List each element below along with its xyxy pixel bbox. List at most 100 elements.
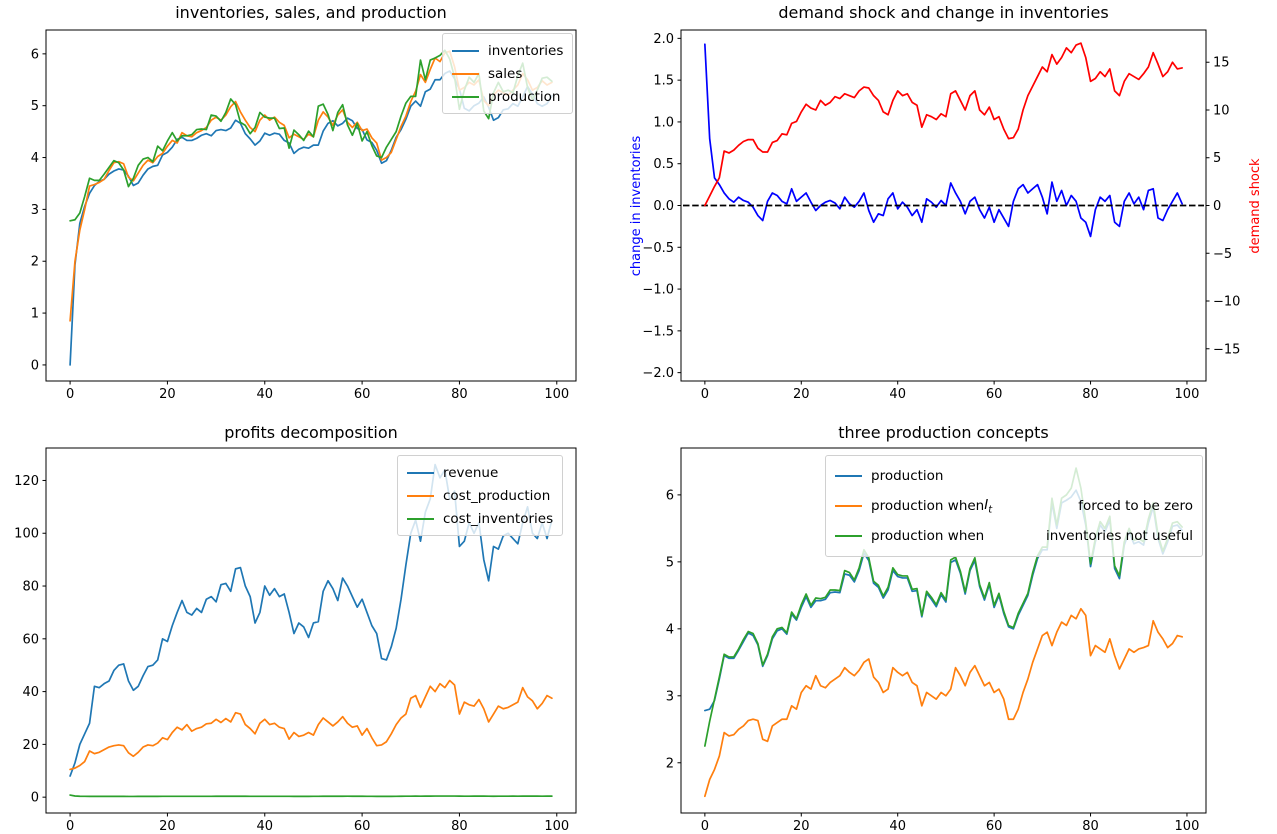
- x-tick-label: 80: [1082, 819, 1099, 834]
- legend-item-production: production: [452, 85, 563, 108]
- x-tick-label: 40: [256, 387, 273, 402]
- y-tick-label: 0.5: [653, 157, 674, 172]
- legend-swatch: [452, 49, 479, 52]
- y-tick-label-right: 10: [1213, 103, 1230, 118]
- x-tick-label: 0: [701, 819, 709, 834]
- y-tick-label: 0: [31, 358, 39, 373]
- legend-label: production when: [871, 528, 985, 544]
- chart-legend: inventories sales production: [442, 33, 574, 114]
- series-line-cost-production: [69, 679, 553, 771]
- y-axis-label-right: demand shock: [1248, 157, 1263, 254]
- legend-label: production when: [871, 498, 985, 514]
- y-tick-label: 2: [31, 255, 39, 270]
- legend-swatch: [452, 95, 479, 98]
- y-tick-label-right: −10: [1213, 295, 1240, 310]
- chart-title: demand shock and change in inventories: [778, 3, 1109, 22]
- x-tick-label: 20: [793, 387, 810, 402]
- y-tick-label: 6: [31, 47, 39, 62]
- legend-swatch: [407, 494, 434, 497]
- chart-title: three production concepts: [838, 423, 1049, 442]
- y-tick-label-right: 5: [1213, 151, 1221, 166]
- legend-label: production: [871, 468, 944, 484]
- y-tick-label: −1.5: [642, 324, 674, 339]
- x-tick-label: 80: [451, 819, 468, 834]
- chart-demand-shock-change-in-inventories: 0 20 40 60 80 100 −2.0 −1.5 −1.0 −0.5 0.0 0.5 1.0 1.5…: [629, 0, 1277, 417]
- y-tick-label-right: 15: [1213, 56, 1230, 71]
- y-tick-label: 1.0: [653, 115, 674, 130]
- legend-swatch: [835, 535, 862, 537]
- y-tick-label: 20: [22, 738, 39, 753]
- y-tick-label: 4: [666, 622, 674, 637]
- chart-profits-decomposition: 0 20 40 60 80 100 0 20 40 60 80 100 120 profits deco…: [0, 417, 638, 834]
- legend-item-production-when-forced-to-be-zero: production when It forced to be zero: [835, 491, 1193, 521]
- series-line-inventories: [69, 70, 553, 366]
- legend-item-production: production: [835, 461, 1193, 491]
- y-tick-label: 0: [31, 791, 39, 806]
- legend-label-right: forced to be zero: [1078, 498, 1193, 514]
- chart-inventories-sales-production: 0 20 40 60 80 100 0 1 2 3 4 5 6 inventories, sales, …: [0, 0, 638, 417]
- y-tick-label: 6: [666, 488, 674, 503]
- legend-item-inventories: inventories: [452, 39, 563, 62]
- x-tick-label: 100: [544, 387, 569, 402]
- y-tick-label: 1.5: [653, 74, 674, 89]
- x-tick-label: 20: [793, 819, 810, 834]
- legend-swatch: [835, 505, 862, 507]
- y-tick-label: 5: [31, 99, 39, 114]
- y-tick-label: 40: [22, 685, 39, 700]
- axes-spines: [45, 447, 577, 814]
- y-tick-label: 1: [31, 307, 39, 322]
- x-tick-label: 100: [1175, 387, 1200, 402]
- legend-label: cost_inventories: [443, 510, 554, 527]
- legend-math-symbol: It: [984, 496, 993, 516]
- legend-label: sales: [488, 65, 523, 82]
- x-tick-label: 60: [986, 387, 1003, 402]
- legend-item-sales: sales: [452, 62, 563, 85]
- legend-item-revenue: revenue: [407, 461, 553, 484]
- y-tick-label: 4: [31, 151, 39, 166]
- x-tick-label: 0: [66, 819, 74, 834]
- chart-legend: revenue cost_production cost_inventories: [397, 455, 564, 536]
- series-line-cost-inventories: [69, 794, 553, 798]
- x-tick-label: 60: [354, 387, 371, 402]
- y-tick-label: 100: [14, 527, 39, 542]
- y-tick-label: 2.0: [653, 32, 674, 47]
- chart-three-production-concepts: 0 20 40 60 80 100 2 3 4 5 6 three production conce…: [639, 417, 1277, 834]
- legend-label: revenue: [443, 464, 499, 481]
- legend-item-cost-production: cost_production: [407, 484, 553, 507]
- x-tick-label: 0: [66, 387, 74, 402]
- x-tick-label: 100: [1175, 819, 1200, 834]
- series-line-change-in-inventories: [704, 43, 1183, 238]
- legend-label: production: [488, 88, 561, 105]
- chart-title: inventories, sales, and production: [175, 3, 447, 22]
- y-tick-label-right: −15: [1213, 342, 1240, 357]
- x-tick-label: 60: [986, 819, 1003, 834]
- y-tick-label: −2.0: [642, 366, 674, 381]
- chart-canvas: 0 20 40 60 80 100−2.0−1.5−1.0−0.50.00.51.01.5…: [642, 29, 1240, 402]
- legend-item-cost-inventories: cost_inventories: [407, 507, 553, 530]
- x-tick-label: 40: [889, 819, 906, 834]
- legend-swatch: [835, 475, 862, 477]
- series-line-demand-shock: [704, 42, 1183, 207]
- y-tick-label: 120: [14, 474, 39, 489]
- y-tick-label: 3: [666, 689, 674, 704]
- legend-swatch: [407, 471, 434, 474]
- series-line-production-when-i-t-forced-to-be-zero: [704, 607, 1183, 798]
- legend-label: inventories: [488, 42, 564, 59]
- y-tick-label: 5: [666, 555, 674, 570]
- x-tick-label: 80: [451, 387, 468, 402]
- y-tick-label: 0.0: [653, 199, 674, 214]
- legend-item-production-wheninventories-not-useful: production when inventories not useful: [835, 521, 1193, 551]
- y-tick-label: −0.5: [642, 241, 674, 256]
- y-axis-label-left: change in inventories: [629, 135, 644, 276]
- legend-swatch: [452, 72, 479, 75]
- x-tick-label: 20: [159, 387, 176, 402]
- axes-spines: [45, 29, 577, 382]
- legend-label: cost_production: [443, 487, 551, 504]
- x-tick-label: 80: [1082, 387, 1099, 402]
- legend-swatch: [407, 517, 434, 520]
- x-tick-label: 40: [256, 819, 273, 834]
- y-tick-label: 2: [666, 756, 674, 771]
- x-tick-label: 40: [889, 387, 906, 402]
- axes-spines: [680, 447, 1207, 814]
